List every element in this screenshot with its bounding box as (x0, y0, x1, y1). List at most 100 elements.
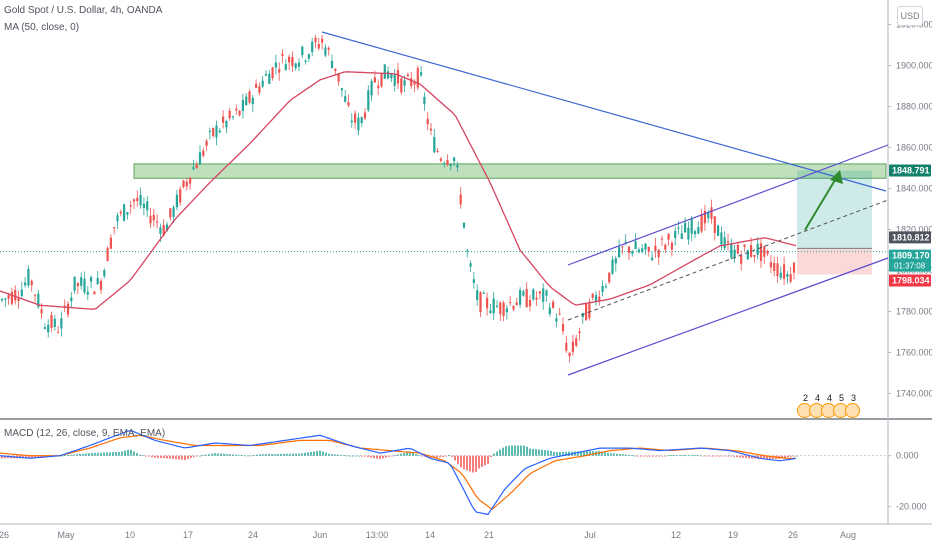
macd-histogram-bar (730, 455, 732, 457)
candle-body (634, 241, 637, 250)
candle-body (291, 56, 294, 67)
candle-body (126, 212, 129, 215)
candle-body (53, 318, 56, 327)
macd-histogram-bar (4, 455, 6, 459)
macd-histogram-bar (535, 449, 537, 456)
macd-histogram-bar (169, 455, 171, 459)
y-tick-label: 1820.000 (896, 224, 932, 234)
candle-body (657, 249, 660, 258)
macd-histogram-bar (592, 451, 594, 456)
candle-body (532, 289, 535, 300)
macd-histogram-bar (142, 455, 144, 457)
candle-body (350, 120, 353, 123)
candle-body (677, 227, 680, 229)
candle-body (528, 299, 532, 307)
macd-histogram-bar (388, 455, 390, 457)
currency-button[interactable]: USD (897, 6, 923, 26)
macd-histogram-bar (133, 451, 135, 456)
candle-body (624, 241, 627, 243)
candle-body (20, 289, 23, 297)
candle-body (192, 167, 195, 170)
macd-histogram-bar (481, 455, 483, 467)
candle-body (245, 96, 248, 106)
macd-histogram-bar (121, 451, 123, 456)
x-tick-label: May (57, 530, 75, 540)
macd-histogram-bar (97, 452, 99, 456)
candle-body (495, 305, 499, 308)
candle-body (17, 298, 20, 301)
macd-histogram-bar (382, 455, 384, 459)
macd-histogram-bar (220, 453, 222, 456)
last-price-tag: 1809.170 (892, 251, 930, 261)
x-tick-label: 14 (425, 530, 435, 540)
target-price-tag: 1848.791 (892, 165, 930, 175)
macd-histogram-bar (739, 455, 741, 458)
macd-histogram-bar (766, 455, 768, 459)
candle-body (769, 262, 772, 268)
candle-body (693, 231, 697, 235)
macd-histogram-bar (538, 449, 540, 456)
macd-histogram-bar (160, 455, 162, 459)
macd-histogram-bar (652, 455, 654, 457)
macd-histogram-bar (274, 453, 276, 456)
macd-histogram-bar (166, 455, 168, 459)
candle-body (284, 64, 287, 71)
macd-y-tick-label: -20.000 (896, 502, 927, 512)
macd-histogram-bar (223, 453, 225, 456)
descending-trendline (321, 31, 887, 192)
candle-body (651, 257, 654, 261)
candle-body (63, 305, 66, 307)
x-tick-label: 21 (484, 530, 494, 540)
candle-body (690, 217, 693, 234)
target-price-tag-bg (889, 164, 931, 177)
macd-histogram-bar (43, 455, 45, 458)
macd-histogram-bar (193, 455, 195, 457)
y-tick-label: 1760.000 (896, 347, 932, 357)
macd-histogram-bar (25, 455, 27, 459)
macd-histogram-bar (568, 451, 570, 456)
candle-body (654, 245, 657, 251)
macd-histogram-bar (139, 454, 141, 456)
candle-body (314, 37, 317, 43)
macd-histogram-bar (547, 450, 549, 456)
macd-histogram-bar (727, 455, 729, 457)
macd-histogram-bar (793, 455, 795, 457)
event-badge-count: 3 (851, 393, 857, 403)
event-badge-count: 2 (803, 393, 809, 403)
macd-histogram-bar (445, 455, 447, 457)
macd-histogram-bar (616, 453, 618, 456)
macd-histogram-bar (556, 452, 558, 456)
macd-histogram-bar (487, 455, 489, 464)
macd-histogram-bar (256, 454, 258, 456)
macd-histogram-bar (202, 455, 204, 456)
candle-body (400, 78, 403, 93)
candle-body (222, 116, 225, 123)
candle-body (763, 246, 766, 257)
candle-body (175, 194, 178, 208)
candle-body (228, 110, 231, 119)
candle-body (103, 270, 106, 277)
candle-body (750, 244, 753, 257)
candle-body (459, 194, 462, 205)
macd-histogram-bar (448, 454, 450, 456)
candle-body (786, 274, 789, 277)
macd-y-tick-label: 0.000 (896, 451, 919, 461)
candle-body (621, 246, 624, 248)
candle-body (627, 246, 631, 253)
macd-histogram-bar (64, 455, 66, 457)
macd-histogram-bar (271, 454, 273, 456)
event-badge[interactable] (845, 403, 860, 418)
macd-histogram-bar (154, 455, 156, 458)
macd-histogram-bar (463, 455, 465, 470)
candle-body (113, 227, 116, 229)
macd-histogram-bar (397, 454, 399, 456)
candle-body (307, 54, 310, 59)
macd-histogram-bar (502, 447, 504, 456)
candle-body (76, 283, 79, 287)
x-tick-label: 26 (788, 530, 798, 540)
macd-histogram-bar (703, 455, 705, 457)
candle-body (255, 83, 258, 88)
resistance-zone (133, 163, 887, 179)
